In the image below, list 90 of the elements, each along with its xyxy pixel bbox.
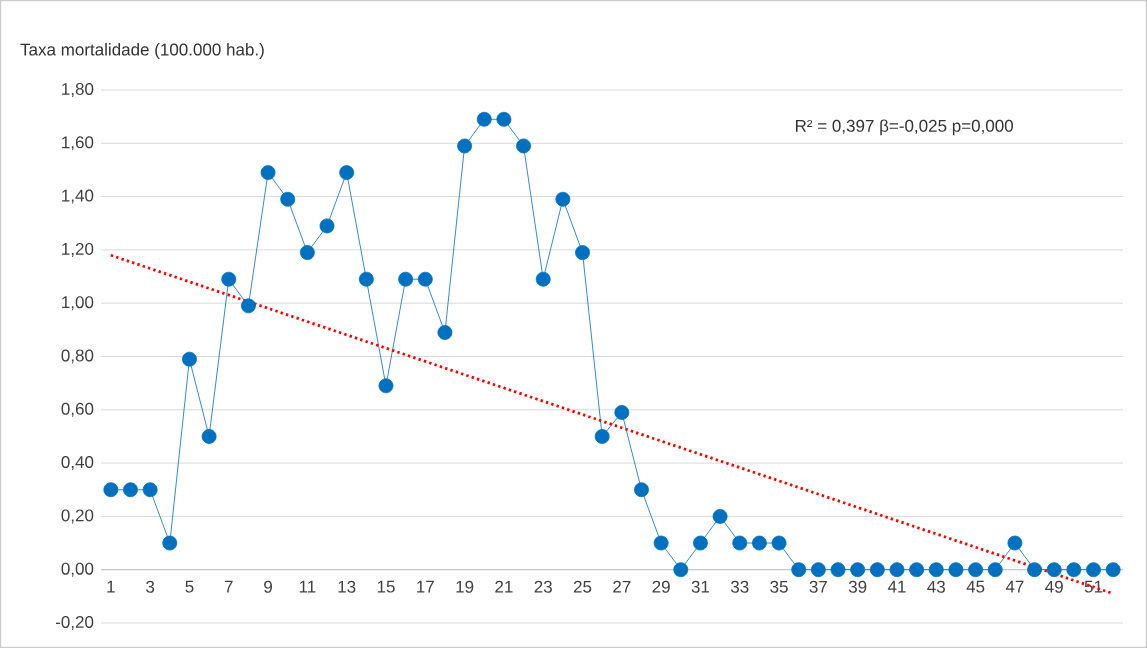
x-tick-label: 1 bbox=[107, 580, 115, 593]
y-tick-label: 0,60 bbox=[61, 402, 94, 417]
point bbox=[358, 271, 374, 287]
point bbox=[791, 562, 807, 578]
x-tick-label: 35 bbox=[770, 580, 788, 593]
x-tick-label: 31 bbox=[691, 580, 710, 593]
point bbox=[752, 535, 767, 551]
y-tick-label: 0,20 bbox=[61, 509, 94, 524]
point bbox=[398, 271, 414, 287]
point bbox=[1086, 562, 1101, 578]
point bbox=[1046, 562, 1062, 578]
x-tick-label: 7 bbox=[224, 580, 233, 593]
point bbox=[123, 482, 138, 498]
point bbox=[968, 562, 983, 578]
point bbox=[1027, 562, 1042, 578]
point bbox=[260, 165, 276, 181]
point bbox=[594, 429, 610, 444]
x-tick-label: 19 bbox=[456, 580, 474, 593]
point bbox=[928, 562, 944, 578]
x-tick-label: 37 bbox=[809, 580, 827, 593]
x-tick-label: 49 bbox=[1045, 580, 1063, 593]
point bbox=[457, 138, 472, 154]
point bbox=[280, 191, 296, 207]
x-tick-label: 47 bbox=[1005, 580, 1024, 593]
point bbox=[1066, 562, 1082, 578]
point bbox=[771, 535, 787, 551]
annotation: R² = 0,397 β=-0,025 p=0,000 bbox=[795, 119, 1013, 136]
x-tick-label: 5 bbox=[185, 580, 194, 593]
y-tick-label: 1,20 bbox=[62, 242, 94, 257]
point bbox=[299, 245, 315, 260]
point bbox=[339, 165, 355, 181]
x-tick-label: 3 bbox=[146, 580, 155, 593]
point bbox=[948, 562, 964, 578]
point bbox=[555, 191, 571, 207]
x-tick-label: 39 bbox=[848, 580, 867, 593]
y-tick-label: 1,00 bbox=[62, 296, 94, 311]
x-tick-label: 11 bbox=[299, 580, 316, 593]
y-tick-label: 0,00 bbox=[61, 562, 94, 577]
y-tick-label: -0,20 bbox=[55, 615, 94, 630]
x-tick-label: 25 bbox=[573, 580, 592, 593]
point bbox=[437, 325, 453, 340]
x-tick-label: 17 bbox=[417, 580, 434, 593]
point bbox=[987, 562, 1003, 578]
point bbox=[496, 111, 512, 127]
point bbox=[673, 562, 689, 578]
x-tick-label: 15 bbox=[377, 580, 395, 593]
point bbox=[201, 429, 217, 444]
y-tick-label: 1,80 bbox=[62, 82, 94, 98]
point bbox=[319, 218, 335, 234]
point bbox=[162, 535, 178, 551]
x-tick-label: 45 bbox=[966, 580, 985, 593]
point bbox=[575, 245, 590, 260]
point bbox=[909, 562, 925, 578]
point bbox=[476, 111, 492, 127]
point bbox=[241, 298, 256, 314]
point bbox=[142, 482, 158, 498]
point bbox=[221, 271, 237, 287]
x-tick-label: 29 bbox=[652, 580, 670, 593]
point bbox=[732, 535, 748, 551]
point bbox=[693, 535, 708, 551]
point bbox=[653, 535, 669, 551]
point bbox=[1105, 562, 1121, 578]
x-tick-label: 9 bbox=[264, 580, 272, 593]
point bbox=[634, 482, 649, 498]
x-tick-label: 33 bbox=[730, 580, 749, 593]
x-tick-label: 23 bbox=[534, 580, 552, 593]
point bbox=[516, 138, 531, 154]
y-tick-label: 0,40 bbox=[61, 456, 94, 471]
x-tick-label: 41 bbox=[887, 580, 906, 593]
point bbox=[378, 378, 394, 394]
x-tick-label: 27 bbox=[613, 580, 631, 593]
point bbox=[889, 562, 905, 578]
point bbox=[182, 351, 197, 367]
point bbox=[614, 405, 630, 420]
x-tick-label: 13 bbox=[338, 580, 356, 593]
y-tick-label: 1,60 bbox=[62, 136, 94, 151]
point bbox=[712, 508, 728, 524]
point bbox=[417, 271, 433, 287]
x-tick-label: 21 bbox=[495, 580, 513, 593]
y-axis-title: Taxa mortalidade (100.000 hab.) bbox=[20, 43, 264, 59]
point bbox=[535, 271, 551, 287]
point bbox=[850, 562, 866, 578]
x-tick-label: 43 bbox=[927, 580, 945, 593]
point bbox=[830, 562, 846, 578]
point bbox=[810, 562, 826, 578]
point bbox=[1007, 535, 1023, 551]
y-tick-label: 0,80 bbox=[61, 349, 94, 364]
point bbox=[869, 562, 885, 578]
point bbox=[103, 482, 119, 498]
y-tick-label: 1,40 bbox=[62, 189, 94, 204]
